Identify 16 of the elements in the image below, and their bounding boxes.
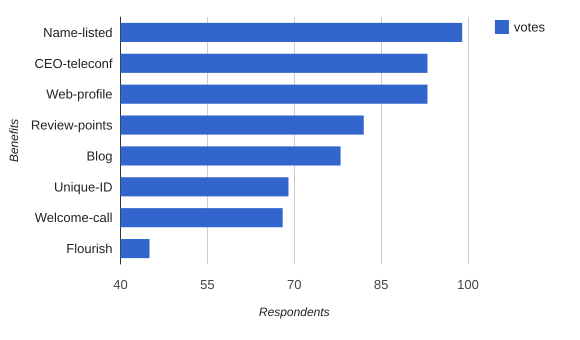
y-tick-label: Welcome-call — [34, 210, 113, 226]
x-tick-label: 40 — [113, 277, 128, 292]
y-axis-title: Benefits — [7, 118, 21, 162]
x-tick-label: 55 — [200, 277, 215, 292]
x-tick-label: 100 — [457, 277, 479, 292]
y-tick-label: Unique-ID — [54, 179, 113, 194]
legend-label: votes — [514, 20, 546, 34]
y-tick-label: Web-profile — [46, 86, 113, 102]
x-tick-label: 85 — [374, 277, 388, 292]
y-tick-label: Blog — [86, 148, 113, 164]
x-axis-title: Respondents — [258, 305, 330, 319]
y-tick-label: CEO-teleconf — [34, 56, 113, 71]
x-tick-label: 70 — [287, 277, 302, 292]
y-tick-label: Review-points — [30, 118, 114, 133]
y-tick-label: Name-listed — [43, 24, 113, 40]
y-tick-label: Flourish — [66, 241, 113, 256]
